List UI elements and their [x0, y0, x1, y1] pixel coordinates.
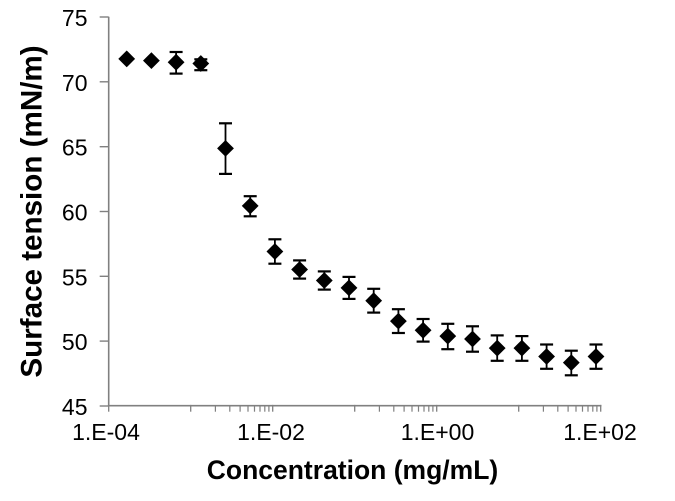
svg-text:1.E-02: 1.E-02 — [237, 419, 305, 445]
svg-text:45: 45 — [62, 394, 88, 420]
svg-text:55: 55 — [62, 264, 88, 290]
svg-text:65: 65 — [62, 135, 88, 161]
svg-text:50: 50 — [62, 329, 88, 355]
svg-text:1.E+00: 1.E+00 — [401, 419, 475, 445]
svg-text:75: 75 — [62, 5, 88, 31]
svg-text:70: 70 — [62, 70, 88, 96]
svg-text:Concentration (mg/mL): Concentration (mg/mL) — [207, 455, 499, 485]
svg-text:1.E+02: 1.E+02 — [563, 419, 637, 445]
svg-text:60: 60 — [62, 200, 88, 226]
svg-text:1.E-04: 1.E-04 — [72, 419, 140, 445]
svg-text:Surface tension (mN/m): Surface tension (mN/m) — [16, 45, 49, 377]
